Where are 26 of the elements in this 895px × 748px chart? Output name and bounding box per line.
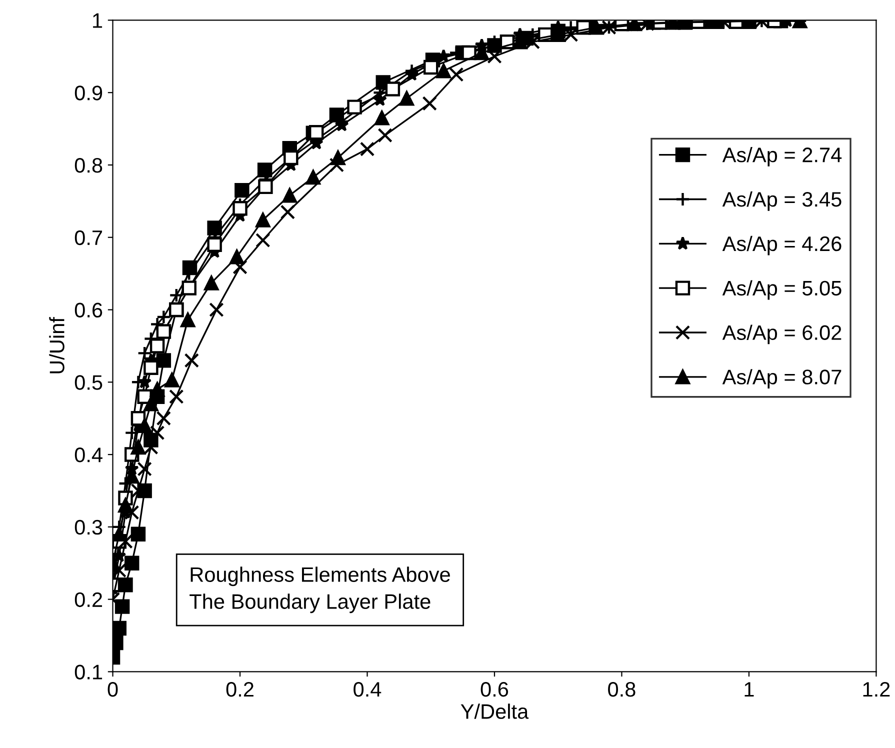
legend-label: As/Ap = 4.26 [722,236,842,256]
x-tick-label: 1 [744,682,754,697]
annotation: Roughness Elements Above The Boundary Layer Plate [190,566,450,614]
x-tick-label: 0.2 [226,682,254,697]
legend-label: As/Ap = 2.74 [722,147,842,166]
legend-label: As/Ap = 6.02 [722,324,842,344]
legend-label: As/Ap = 5.05 [722,280,842,300]
legend-label: As/Ap = 3.45 [722,191,842,211]
legend-label: As/Ap = 8.07 [722,369,842,389]
y-tick-label: 1 [93,13,102,28]
x-tick-label: 0.8 [608,682,636,697]
x-axis-title: Y/Delta [460,704,529,719]
y-tick-label: 0.3 [74,520,102,535]
x-tick-label: 0.4 [354,682,382,697]
y-tick-label: 0.2 [74,592,102,608]
y-tick-label: 0.4 [74,448,102,462]
y-tick-label: 0.9 [74,86,102,100]
x-tick-label: 0.6 [480,682,508,697]
y-tick-label: 0.1 [74,664,102,680]
y-tick-label: 0.8 [74,158,102,173]
x-tick-label: 1.2 [863,682,890,697]
y-tick-label: 0.5 [74,375,102,390]
y-tick-label: 0.6 [74,302,102,318]
x-tick-label: 0 [108,682,118,697]
y-tick-label: 0.7 [74,230,102,246]
y-axis-title: U/Uinf [49,316,64,374]
